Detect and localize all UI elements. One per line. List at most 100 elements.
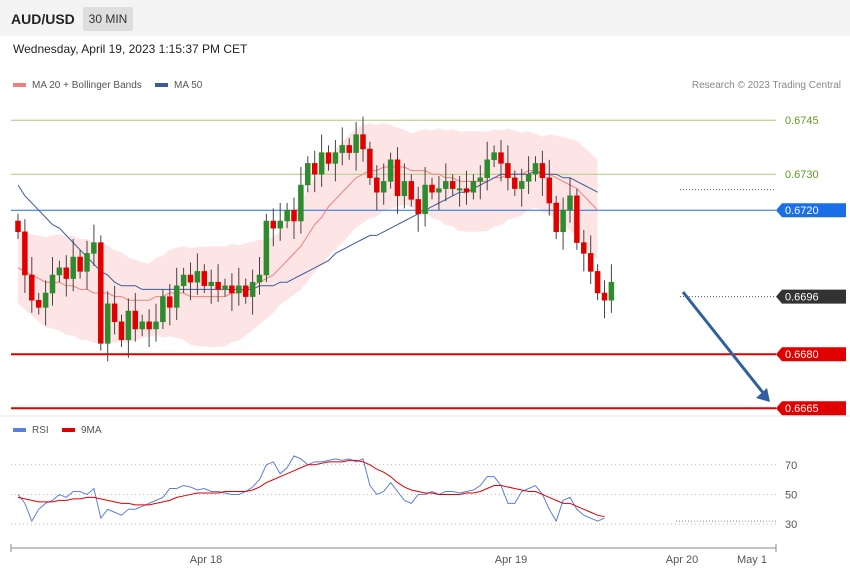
candle-body [111, 303, 118, 323]
level-label-0-6665: 0.6665 [785, 403, 819, 415]
legend-9ma: 9MA [62, 425, 102, 436]
timestamp: Wednesday, April 19, 2023 1:15:37 PM CET [13, 42, 248, 56]
candle-body [49, 274, 56, 294]
level-badge-0-6720 [776, 203, 846, 218]
candle-body [132, 310, 139, 330]
candle-body [360, 134, 366, 150]
candle-body [84, 253, 90, 272]
candle-body [512, 177, 518, 189]
rsi-series-9ma [17, 459, 605, 518]
candle-body [449, 181, 456, 189]
candle-body [325, 152, 332, 164]
candle-body [91, 242, 97, 254]
candle-body [180, 274, 187, 287]
candle-body [249, 281, 256, 297]
candle-body [77, 256, 83, 272]
ma9-swatch [62, 428, 75, 433]
timeframe-button[interactable]: 30 MIN [83, 7, 133, 31]
top-bar [0, 0, 850, 36]
candle-body [339, 145, 346, 153]
legend-rsi: RSI [13, 425, 49, 436]
candle-body [567, 195, 573, 211]
candle-body [422, 184, 428, 215]
candle-body [470, 181, 477, 193]
candle-body [270, 220, 277, 229]
candle-body [173, 285, 180, 308]
candle-body [408, 181, 415, 200]
legend-ma50-label: MA 50 [174, 80, 203, 91]
candle-body [601, 292, 608, 301]
candle-body [42, 292, 49, 308]
level-label-0-6730: 0.6730 [785, 169, 819, 181]
level-label-0-6745: 0.6745 [785, 115, 819, 127]
candle-body [436, 188, 442, 193]
x-axis-label: May 1 [737, 554, 767, 566]
candle-body [574, 195, 580, 243]
candle-body [394, 159, 401, 197]
candle-body [242, 285, 249, 297]
candle-body [208, 281, 214, 287]
candle-body [215, 281, 221, 290]
candle-body [139, 321, 145, 330]
candle-body [525, 173, 532, 182]
ma20-swatch [13, 83, 26, 88]
candle-body [553, 202, 559, 233]
candle-body [518, 181, 525, 189]
candle-body [153, 321, 159, 330]
candle-body [22, 231, 28, 276]
forecast-arrow-shaft [681, 291, 766, 395]
x-axis-label: Apr 18 [190, 554, 222, 566]
forecast-arrow-head [756, 388, 770, 402]
candle-body [277, 220, 283, 229]
candle-body [222, 285, 228, 290]
rsi-series-rsi [17, 455, 605, 523]
candle-body [505, 163, 511, 179]
candle-body [70, 256, 76, 279]
candle-body [125, 310, 132, 341]
candle-body [429, 184, 435, 193]
candle-body [305, 163, 311, 186]
candle-body [160, 296, 166, 323]
candle-body [63, 267, 70, 279]
candle-body [608, 281, 615, 301]
candle-body [401, 181, 408, 197]
candle-body [146, 321, 152, 330]
candle-body [463, 188, 470, 193]
legend-9ma-label: 9MA [81, 425, 102, 436]
candle-body [491, 152, 497, 161]
candle-body [498, 152, 504, 164]
candle-body [332, 152, 339, 164]
candle-body [284, 209, 290, 222]
legend-ma20: MA 20 + Bollinger Bands [13, 80, 142, 91]
candle-body [187, 274, 194, 283]
candle-body [560, 209, 566, 233]
legend-ma50: MA 50 [155, 80, 202, 91]
candle-body [387, 159, 394, 182]
candle-body [263, 220, 270, 276]
candle-body [367, 148, 373, 179]
candle-body [201, 271, 208, 287]
rsi-level-label-70: 70 [785, 460, 797, 472]
candle-body [380, 181, 387, 193]
candle-body [236, 285, 242, 294]
level-label-0-6720: 0.6720 [785, 205, 819, 217]
candle-body [546, 177, 553, 204]
candle-body [346, 145, 352, 153]
candle-body [443, 181, 449, 189]
candle-body [194, 271, 201, 283]
candle-body [98, 242, 104, 344]
candle-body [311, 163, 318, 175]
candle-body [104, 303, 111, 344]
candle-body [477, 177, 484, 182]
credit-text: Research © 2023 Trading Central [691, 80, 841, 91]
candle-body [298, 184, 304, 222]
level-label-0-6680: 0.6680 [785, 349, 819, 361]
candle-body [256, 274, 263, 283]
level-badge-0-6696 [776, 289, 846, 304]
candle-body [587, 253, 594, 272]
candle-body [353, 134, 359, 153]
candle-body [484, 159, 490, 179]
legend-ma20-label: MA 20 + Bollinger Bands [32, 80, 142, 91]
candle-body [456, 188, 463, 191]
